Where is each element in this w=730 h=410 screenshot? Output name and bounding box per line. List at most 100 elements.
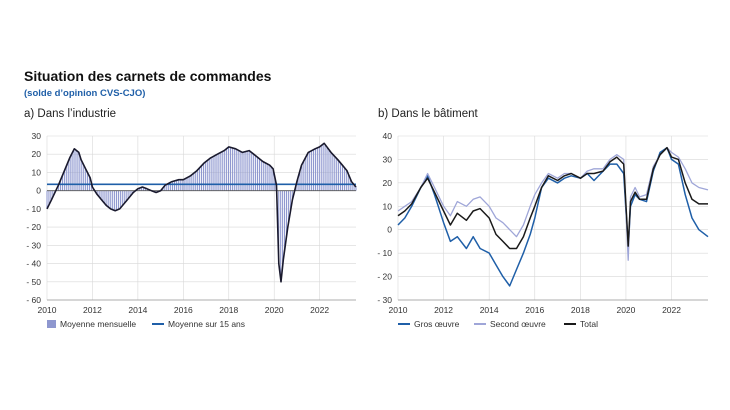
panel-a-bar [330,152,332,191]
panel-a-bar [307,153,309,191]
panel-b-x-tick-label: 2020 [616,305,635,315]
panel-a-bar [75,150,77,191]
panel-a-x-tick-label: 2020 [265,305,284,315]
panel-b-series-line-3 [397,146,708,250]
panel-a-bar [305,157,307,191]
panel-a-bar [90,182,92,191]
panel-a-bar [63,170,65,191]
panel-a-bar [351,182,353,191]
panel-a-bar [249,151,251,191]
panel-a-bar [210,157,212,191]
panel-a-bar [260,160,262,191]
panel-b-y-tick-label: 30 [383,154,393,164]
panel-a-legend-swatch-bars [47,320,56,328]
panel-b-y-tick-label: 10 [383,201,393,211]
panel-a-bar [195,171,197,191]
panel-a-bar [125,190,127,202]
panel-a-bar [71,153,73,191]
panel-a-bar [299,170,301,191]
panel-a-bar [228,147,230,191]
panel-b-x-tick-label: 2010 [389,305,408,315]
panel-a-bar [177,179,179,191]
panel-a-bar [316,147,318,191]
panel-a-bar [67,161,69,191]
panel-a-bar [139,188,141,191]
panel-a-bar [256,157,259,191]
panel-a-x-tick-label: 2022 [310,305,329,315]
panel-a-bar [226,148,228,191]
panel-a-bar [247,150,249,191]
panel-a-bar [266,163,268,191]
panel-a-bar [245,151,247,191]
panel-b-y-tick-label: - 10 [377,248,392,258]
panel-a-bar [114,190,116,211]
panel-a-bar [131,190,133,195]
panel-a-bar [243,151,245,191]
panel-a-y-tick-label: - 10 [26,204,41,214]
panel-a-bar [200,165,203,191]
panel-a-bar [255,155,257,191]
panel-a-bar [173,180,175,191]
panel-a-bar [141,187,143,191]
panel-a-x-tick-label: 2018 [219,305,238,315]
panel-a-bar [301,164,303,191]
panel-a-bar [108,190,110,208]
panel-a-x-tick-label: 2014 [128,305,147,315]
panel-a-y-tick-label: 10 [32,167,42,177]
panel-a-bar [262,161,264,191]
panel-a-y-tick-label: - 60 [26,295,41,305]
panel-a-bar [199,167,201,191]
panel-a-bar [106,190,108,206]
panel-b-legend-label: Total [580,319,598,329]
panel-a-bar [336,158,338,191]
panel-b-y-tick-label: 40 [383,131,393,141]
panel-a-bar [98,190,100,197]
panel-a-bar [172,181,174,191]
panel-a-bar [181,179,183,191]
panel-a-bar [189,176,191,191]
panel-a-bar [87,172,89,191]
panel-a-bar [115,190,118,211]
panel-a-bar [52,190,54,198]
panel-a-bar [229,147,231,191]
panel-a-bar [284,190,286,251]
panel-a-bar [268,164,270,191]
panel-a-bar [233,148,235,191]
panel-a-y-tick-label: - 40 [26,259,41,269]
panel-a-bar [289,190,291,213]
panel-a-x-tick-label: 2010 [38,305,57,315]
panel-a-bar [110,190,112,209]
panel-a-bar [144,188,147,191]
panel-a-bar [280,190,282,280]
panel-a-y-tick-label: 0 [36,186,41,196]
panel-a-bar [69,156,71,191]
panel-a-title: a) Dans l’industrie [24,108,117,120]
panel-a-bar [231,147,233,191]
panel-a-bar [241,152,243,191]
panel-a-bar [212,156,214,191]
panel-a-bar [314,148,316,191]
panel-a-bar [85,168,87,191]
panel-a-bar [303,160,305,191]
panel-a-bar [162,187,164,191]
panel-a-bar [224,150,226,191]
panel-a-bar [332,154,334,191]
panel-b-title: b) Dans le bâtiment [378,108,478,120]
panel-a-bar [320,145,322,191]
panel-a-bar [65,166,67,191]
panel-a-bar [253,154,255,191]
panel-a-bar [235,149,237,191]
panel-a-y-tick-label: - 50 [26,277,41,287]
panel-a-bar [202,163,204,191]
panel-a-bar [123,190,125,204]
panel-a-x-tick-label: 2012 [83,305,102,315]
panel-a-bar [334,156,336,191]
panel-a-bar [237,150,239,191]
panel-a-bar [129,190,131,197]
panel-a-bar [258,158,260,191]
panel-a-bar [239,151,241,191]
panel-a-bar [287,190,289,224]
panel-a-bar [218,153,220,191]
panel-a-bar [343,167,345,191]
